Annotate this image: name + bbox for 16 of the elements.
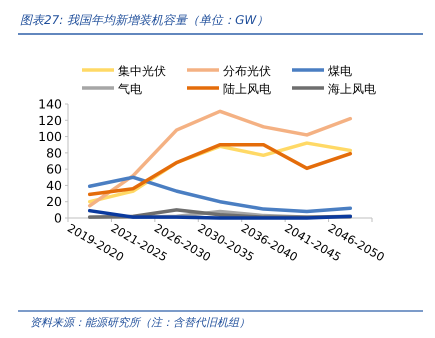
legend-label: 陆上风电: [223, 82, 271, 96]
legend-label: 分布光伏: [223, 64, 271, 78]
y-tick-label: 20: [46, 194, 62, 210]
y-tick-label: 0: [54, 210, 62, 226]
chart-title: 图表27: 我国年均新增装机容量（单位：GW）: [20, 13, 268, 27]
y-tick-label: 40: [46, 178, 62, 193]
legend-label: 海上风电: [328, 82, 376, 96]
legend-label: 煤电: [328, 64, 352, 78]
legend-label: 集中光伏: [118, 64, 166, 78]
y-tick-label: 80: [46, 145, 62, 160]
y-tick-label: 60: [46, 162, 62, 177]
y-tick-label: 100: [38, 129, 62, 144]
text: 资料来源：能源研究所（注：含替代旧机组）: [30, 316, 250, 329]
y-tick-label: 140: [38, 96, 62, 112]
legend-label: 气电: [118, 82, 142, 96]
y-tick-label: 120: [38, 112, 62, 128]
